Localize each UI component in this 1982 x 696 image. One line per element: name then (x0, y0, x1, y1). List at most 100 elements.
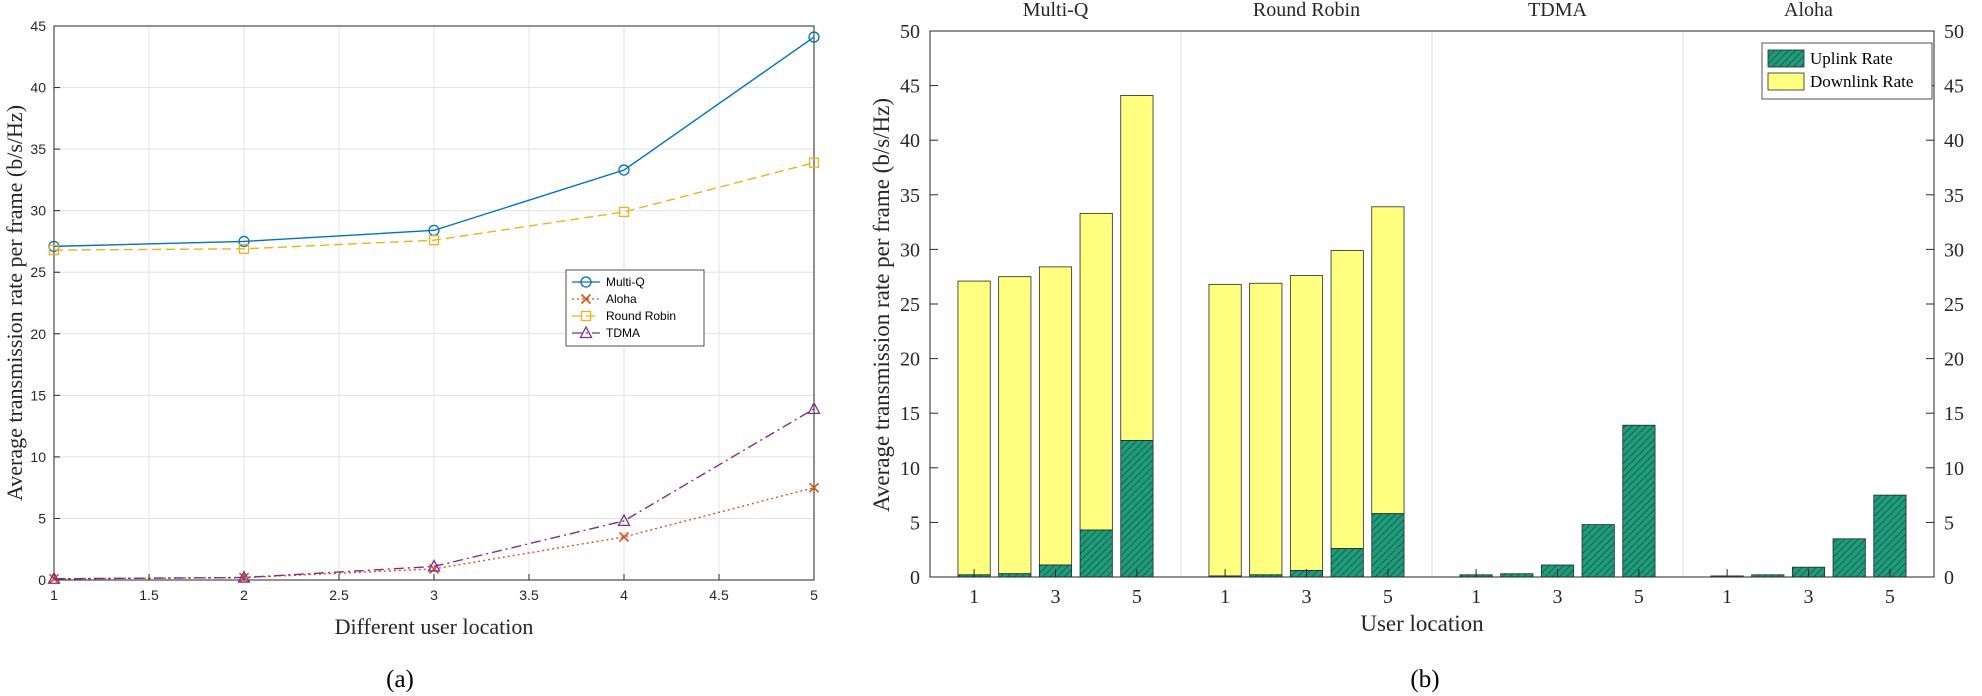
chart-b-group-separators (1180, 31, 1684, 577)
chart-a-point-tdma (427, 559, 441, 572)
chart-a-y-tick-label: 5 (38, 510, 46, 526)
chart-a-series (47, 31, 821, 584)
chart-b-right-y-tick-label: 50 (1944, 21, 1964, 43)
chart-a-point-tdma (237, 570, 251, 583)
chart-a-ticks: 1 1.5 2 2.5 3 3.5 4 4.5 5 0 5 10 15 20 25 30 35 40 45 (30, 18, 818, 603)
chart-b-y-tick-label: 45 (900, 76, 920, 98)
chart-b-x-tick-label: 1 (1471, 586, 1481, 608)
chart-b-x-tick-label: 1 (1722, 586, 1732, 608)
chart-a-y-axis-label: Average transmission rate per frame (b/s… (2, 105, 27, 501)
chart-b-right-y-tick-label: 20 (1944, 349, 1964, 371)
chart-a-x-tick-label: 1 (50, 587, 58, 603)
chart-a-point-tdma (47, 571, 61, 584)
chart-b-bar-uplink-multi-q (1079, 529, 1113, 578)
chart-b-bar-downlink-multi-q (1079, 212, 1113, 531)
chart-b-right-y-tick-label: 0 (1944, 567, 1954, 589)
chart-a-point-round-robin (618, 206, 630, 218)
chart-a-x-tick-label: 5 (810, 587, 818, 603)
chart-a-legend-marker-multi-q (580, 276, 592, 288)
chart-b-y-tick-label: 25 (900, 294, 920, 316)
chart-a-point-aloha (48, 573, 60, 584)
chart-b-x-tick-label: 3 (1051, 586, 1061, 608)
chart-b-legend-swatch-downlink-rate (1767, 72, 1805, 91)
chart-a-y-tick-label: 0 (38, 572, 46, 588)
chart-b-group-title-multi-q: Multi-Q (1023, 0, 1089, 21)
chart-a-series-line-round-robin (53, 161, 815, 251)
chart-a-x-tick-label: 2 (240, 587, 248, 603)
chart-b-bar-downlink-round-robin (1330, 250, 1364, 550)
chart-b-y-tick-label: 10 (900, 458, 920, 480)
chart-b-x-tick-label: 5 (1634, 586, 1644, 608)
chart-a-point-round-robin (808, 157, 820, 168)
chart-b-y-tick-label: 40 (900, 130, 920, 152)
chart-a-point-round-robin (428, 235, 440, 246)
chart-b-y-tick-label: 0 (910, 567, 920, 589)
chart-a-point-tdma (617, 513, 631, 527)
chart-b-y-tick-label: 50 (900, 21, 920, 43)
chart-a-legend-marker-tdma (579, 325, 593, 339)
chart-b-bars (957, 95, 1907, 578)
chart-a-y-tick-label: 10 (30, 449, 46, 465)
chart-a-x-tick-label: 2.5 (329, 587, 349, 603)
chart-a-point-aloha (238, 572, 250, 583)
chart-a-y-tick-label: 40 (30, 80, 46, 96)
chart-b-group-title-aloha: Aloha (1784, 0, 1833, 21)
chart-b-y-axis-label: Average transmission rate per frame (b/s… (869, 98, 894, 512)
chart-b-y-tick-label: 15 (900, 403, 920, 425)
chart-a-y-tick-label: 30 (30, 203, 46, 219)
chart-a-series-line-multi-q (53, 36, 815, 248)
chart-a-legend-marker-round-robin (580, 310, 592, 322)
chart-b-bar-downlink-round-robin (1208, 283, 1242, 577)
chart-b-right-y-tick-label: 15 (1944, 403, 1964, 425)
chart-a-y-tick-label: 25 (30, 264, 46, 280)
chart-a-legend-label-multi-q: Multi-Q (606, 275, 645, 289)
chart-a: 1 1.5 2 2.5 3 3.5 4 4.5 5 0 5 10 15 20 25 30 35 40 45 Diff… (2, 18, 821, 693)
chart-b-x-tick-label: 5 (1383, 586, 1393, 608)
chart-b-bar-downlink-multi-q (1120, 95, 1154, 441)
chart-a-x-tick-label: 3.5 (519, 587, 539, 603)
chart-a-legend-label-tdma: TDMA (606, 326, 640, 340)
chart-b-right-y-tick-label: 45 (1944, 76, 1964, 98)
chart-a-legend-label-round-robin: Round Robin (606, 309, 676, 323)
chart-b-bar-uplink-multi-q (1120, 440, 1154, 578)
chart-a-y-tick-label: 20 (30, 326, 46, 342)
chart-b-bar-uplink-aloha (1873, 494, 1907, 578)
chart-a-legend-label-aloha: Aloha (606, 292, 637, 306)
chart-b-bar-uplink-tdma (1622, 424, 1656, 578)
chart-b-y-tick-label: 20 (900, 349, 920, 371)
chart-a-x-tick-label: 4 (620, 587, 628, 603)
chart-a-point-aloha (808, 482, 820, 493)
chart-b-right-y-tick-label: 40 (1944, 130, 1964, 152)
chart-a-series-line-tdma (53, 408, 815, 580)
chart-b-bar-uplink-aloha (1832, 538, 1866, 578)
chart-b-x-tick-label: 5 (1885, 586, 1895, 608)
chart-a-x-tick-label: 3 (430, 587, 438, 603)
chart-b-right-y-tick-label: 10 (1944, 458, 1964, 480)
chart-b-y-tick-label: 5 (910, 512, 920, 534)
chart-b-x-tick-label: 1 (969, 586, 979, 608)
chart-b-x-tick-label: 3 (1804, 586, 1814, 608)
chart-a-x-axis-label: Different user location (335, 614, 534, 639)
chart-b-bar-downlink-multi-q (1038, 266, 1073, 566)
chart-b-bar-uplink-round-robin (1371, 513, 1405, 578)
chart-a-caption: (a) (386, 666, 414, 693)
chart-a-point-aloha (618, 531, 630, 542)
chart-b-group-titles: Multi-Q Round Robin TDMA Aloha (1023, 0, 1833, 21)
chart-b-x-tick-label: 3 (1302, 586, 1312, 608)
chart-b-x-tick-label: 1 (1220, 586, 1230, 608)
chart-b-bar-downlink-round-robin (1371, 206, 1405, 515)
chart-b-group-title-round-robin: Round Robin (1253, 0, 1360, 21)
chart-a-x-tick-label: 4.5 (709, 587, 729, 603)
chart-b-x-axis-label: User location (1360, 611, 1484, 636)
chart-b-bar-downlink-round-robin (1289, 275, 1324, 571)
chart-b-group-title-tdma: TDMA (1528, 0, 1587, 21)
chart-b-y-tick-label: 35 (900, 185, 920, 207)
chart-b-right-y-tick-label: 30 (1944, 239, 1964, 261)
chart-a-point-round-robin (48, 244, 60, 256)
chart-a-point-tdma (807, 401, 821, 415)
chart-b-legend: Uplink Rate Downlink Rate (1761, 42, 1933, 100)
chart-b-legend-swatch-uplink-rate (1767, 49, 1805, 68)
